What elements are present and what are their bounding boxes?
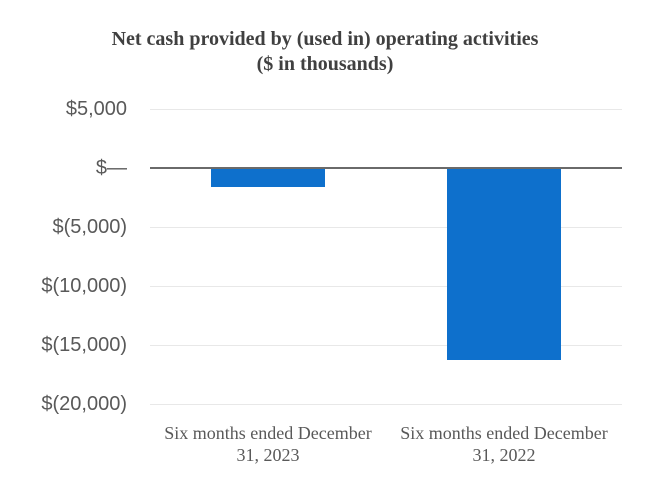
- y-axis-tick-label: $(10,000): [41, 274, 127, 297]
- y-axis-tick-label: $(15,000): [41, 334, 127, 357]
- zero-axis-line: [150, 166, 622, 169]
- gridline: [150, 345, 622, 347]
- y-axis-tick-label: $5,000: [65, 97, 127, 120]
- x-axis-category-label: Six months ended December 31, 2023: [164, 423, 372, 465]
- y-axis-tick-label: $(20,000): [41, 393, 127, 416]
- y-axis-tick-label: $—: [95, 156, 127, 179]
- bar-six-months-2022: [447, 167, 561, 360]
- chart-title: Net cash provided by (used in) operating…: [111, 28, 539, 50]
- gridline: [150, 226, 622, 228]
- gridline: [150, 404, 622, 406]
- bar-six-months-2023: [211, 167, 325, 187]
- chart-subtitle: ($ in thousands): [256, 53, 394, 75]
- x-axis-category-label: Six months ended December 31, 2022: [400, 423, 608, 465]
- gridline: [150, 285, 622, 287]
- chart-title-block: Net cash provided by (used in) operating…: [0, 27, 650, 77]
- gridline: [150, 108, 622, 110]
- y-axis-tick-label: $(5,000): [52, 215, 128, 238]
